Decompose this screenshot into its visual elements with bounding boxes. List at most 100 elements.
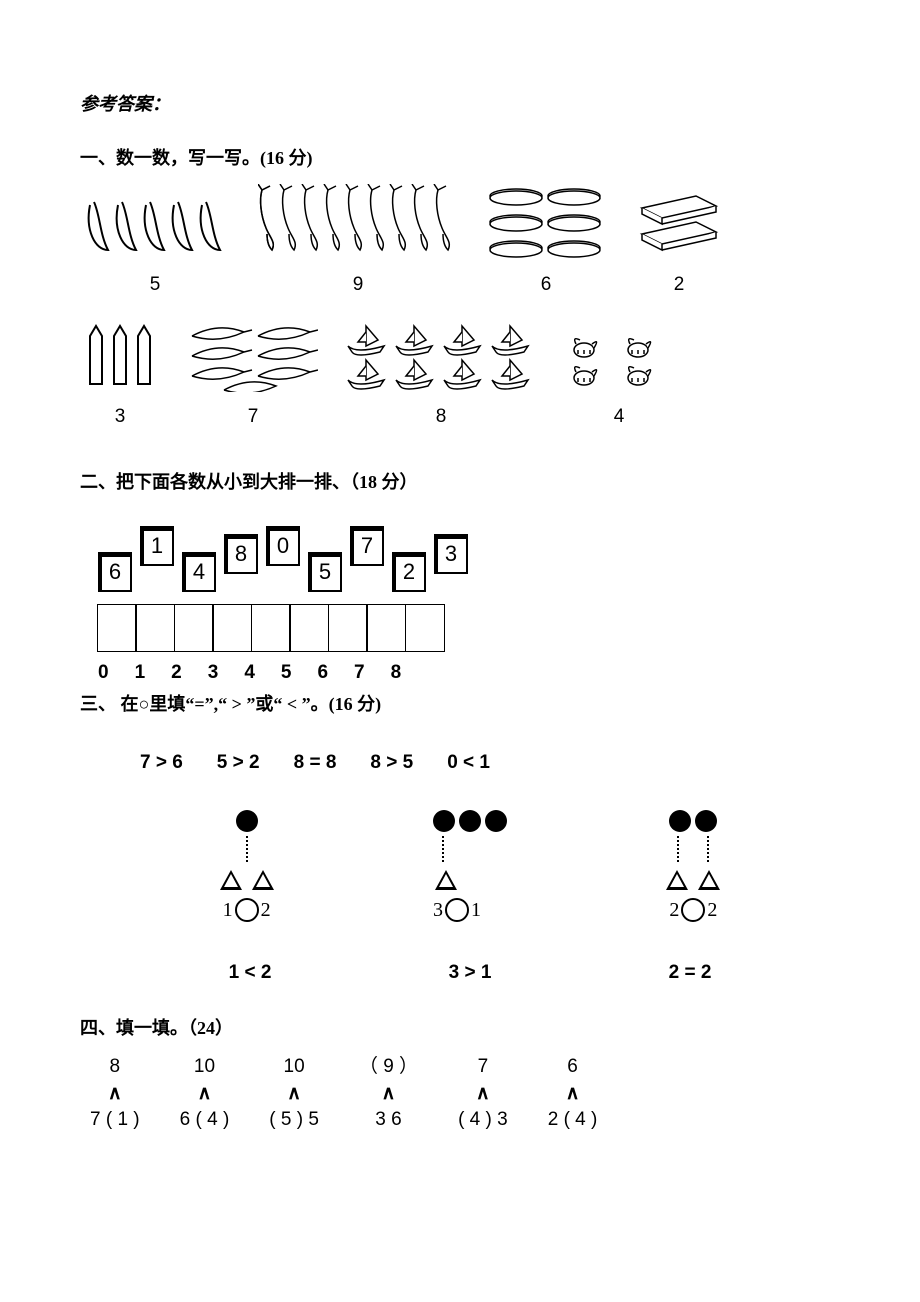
visual-compare-cell: 1 2	[220, 810, 274, 922]
number-bond: 6 ∧ 2 ( 4 )	[548, 1054, 598, 1134]
leaves-icon	[188, 320, 318, 392]
dashed-line-icon	[246, 836, 248, 862]
count-cell-plates: 6	[486, 184, 606, 296]
answer-box-row	[98, 604, 840, 652]
number-card: 5	[308, 552, 342, 592]
bees-icon	[564, 320, 674, 392]
sorted-num: 7	[354, 662, 365, 684]
answer-key-heading: 参考答案：	[80, 90, 840, 116]
dashed-line-icon	[677, 836, 679, 862]
count-cell-shrimps: 9	[258, 184, 458, 296]
section-4-title: 四、填一填。（24）	[80, 1014, 840, 1040]
comparison: 7 > 6	[140, 752, 183, 774]
answer-box	[366, 604, 406, 652]
visual-compare-cell: 3 1	[433, 810, 507, 922]
answer-box	[97, 604, 137, 652]
answer-box	[212, 604, 252, 652]
sorted-answer-numbers: 0 1 2 3 4 5 6 7 8	[98, 662, 840, 684]
dashed-line-icon	[707, 836, 709, 862]
number-bond: 10 ∧ 6 ( 4 )	[180, 1054, 230, 1134]
answer-box	[405, 604, 445, 652]
boats-icon	[346, 320, 536, 392]
count-label: 8	[436, 406, 447, 428]
count-cell-boats: 8	[346, 320, 536, 428]
number-bond: 10 ∧ ( 5 ) 5	[269, 1054, 319, 1134]
worksheet-page: 参考答案： 一、数一数，写一写。(16 分) 5	[0, 0, 920, 1302]
bond-bottom: 6 ( 4 )	[180, 1107, 230, 1134]
circle-blank-expr: 3 1	[433, 898, 481, 922]
section-3-title: 三、 在○里填“=”,“ > ”或“ < ”。(16 分)	[80, 690, 840, 716]
comparison: 8 = 8	[294, 752, 337, 774]
triangles-icon	[220, 870, 274, 890]
count-row-2: 3 7	[80, 320, 840, 428]
bond-bottom: ( 4 ) 3	[458, 1107, 508, 1134]
visual-compare-row: 1 2 3 1 2 2	[140, 810, 800, 922]
bond-bottom: ( 5 ) 5	[269, 1107, 319, 1134]
number-card: 1	[140, 526, 174, 566]
right-num: 2	[707, 899, 717, 922]
right-num: 2	[261, 899, 271, 922]
count-cell-leaves: 7	[188, 320, 318, 428]
caret-icon: ∧	[108, 1081, 122, 1108]
count-label: 6	[541, 274, 552, 296]
dots-icon	[669, 810, 717, 832]
comparison: 8 > 5	[370, 752, 413, 774]
sorted-num: 2	[171, 662, 182, 684]
number-card: 3	[434, 534, 468, 574]
visual-answer: 2 = 2	[669, 962, 712, 984]
bond-bottom: 3 6	[375, 1107, 401, 1134]
answer-box	[289, 604, 329, 652]
caret-icon: ∧	[382, 1081, 396, 1108]
circle-blank-expr: 2 2	[669, 898, 717, 922]
circle-blank-icon	[235, 898, 259, 922]
count-label: 5	[150, 274, 161, 296]
caret-icon: ∧	[476, 1081, 490, 1108]
visual-compare-cell: 2 2	[666, 810, 720, 922]
visual-answer: 3 > 1	[449, 962, 492, 984]
count-label: 4	[614, 406, 625, 428]
comparison: 0 < 1	[447, 752, 490, 774]
sorted-num: 5	[281, 662, 292, 684]
sorted-num: 0	[98, 662, 109, 684]
answer-box	[251, 604, 291, 652]
count-cell-pencils: 3	[80, 320, 160, 428]
bond-top: 8	[110, 1054, 121, 1081]
bond-top: 6	[567, 1054, 578, 1081]
bond-bottom: 2 ( 4 )	[548, 1107, 598, 1134]
visual-compare-answers: 1 < 2 3 > 1 2 = 2	[140, 932, 800, 984]
comparison-answers: 7 > 6 5 > 2 8 = 8 8 > 5 0 < 1	[140, 752, 840, 774]
number-bond: 7 ∧ ( 4 ) 3	[458, 1054, 508, 1134]
section-2-title: 二、把下面各数从小到大排一排、（18 分）	[80, 468, 840, 494]
caret-icon: ∧	[566, 1081, 580, 1108]
dots-icon	[236, 810, 258, 832]
count-label: 3	[115, 406, 126, 428]
sorted-num: 6	[317, 662, 328, 684]
sorted-num: 3	[208, 662, 219, 684]
count-cell-bees: 4	[564, 320, 674, 428]
bananas-icon	[80, 188, 230, 260]
pencils-icon	[80, 320, 160, 392]
shrimps-icon	[258, 184, 458, 260]
number-bond-grid: 8 ∧ 7 ( 1 ) 10 ∧ 6 ( 4 ) 10 ∧ ( 5 ) 5 （ …	[80, 1054, 840, 1134]
right-num: 1	[471, 899, 481, 922]
answer-box	[135, 604, 175, 652]
count-label: 9	[353, 274, 364, 296]
plates-icon	[486, 184, 606, 260]
left-num: 1	[223, 899, 233, 922]
left-num: 3	[433, 899, 443, 922]
bond-top: 7	[478, 1054, 489, 1081]
number-card: 0	[266, 526, 300, 566]
number-cards: 6 1 4 8 0 5 7 2 3	[98, 534, 840, 574]
count-row-1: 5 9	[80, 184, 840, 296]
number-bond: （ 9 ） ∧ 3 6	[359, 1054, 418, 1134]
sorted-num: 1	[135, 662, 146, 684]
sorted-num: 8	[391, 662, 402, 684]
count-cell-books: 2	[634, 188, 724, 296]
number-card: 7	[350, 526, 384, 566]
answer-box	[328, 604, 368, 652]
circle-blank-icon	[445, 898, 469, 922]
bond-top: 10	[194, 1054, 215, 1081]
dots-icon	[433, 810, 507, 832]
bond-top: 10	[284, 1054, 305, 1081]
number-bond: 8 ∧ 7 ( 1 )	[90, 1054, 140, 1134]
